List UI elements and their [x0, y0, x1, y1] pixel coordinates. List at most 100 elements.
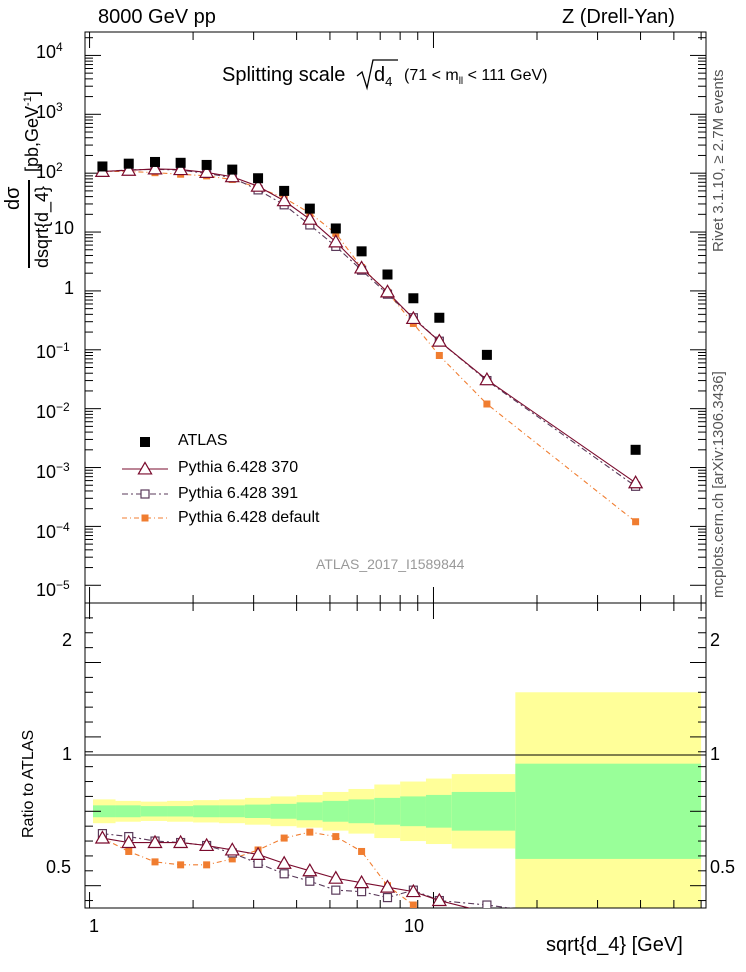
ratio-point — [405, 883, 421, 898]
data-point — [483, 400, 491, 408]
data-point — [431, 333, 447, 347]
ratio-band-inner — [270, 803, 297, 819]
ratio-band-inner — [93, 805, 116, 818]
y-tick-base: 10 — [36, 462, 57, 482]
y-tick-base: 1 — [64, 278, 75, 298]
data-point — [253, 173, 264, 184]
data-point — [276, 192, 292, 207]
ratio-band-inner — [400, 796, 426, 827]
legend-marker — [137, 461, 153, 475]
data-point — [250, 178, 266, 192]
ratio-tick-label-05-right: 0.5 — [710, 857, 736, 877]
title-range-sub: ll — [458, 76, 464, 88]
ratio-point — [306, 828, 314, 836]
ratio-point — [125, 847, 133, 855]
ratio-tick-label-1: 1 — [62, 744, 73, 764]
legend-markers — [122, 437, 168, 522]
ratio-point — [482, 900, 492, 908]
data-point — [175, 157, 186, 168]
data-point — [224, 168, 240, 183]
top-ylabel-fraction-bar — [28, 180, 30, 268]
ratio-point — [253, 858, 263, 868]
legend-marker — [140, 437, 150, 447]
y-tick-exp: −5 — [56, 578, 70, 592]
y-tick-label-1e4: 104 — [36, 40, 63, 63]
legend-marker — [140, 489, 150, 499]
ratio-band-inner — [219, 805, 245, 818]
data-point — [304, 203, 315, 214]
ratio-point — [121, 834, 137, 849]
ratio-band-inner — [296, 802, 323, 821]
y-tick-label-1e-5: 10−5 — [36, 578, 70, 601]
header-right: Z (Drell-Yan) — [562, 6, 675, 28]
title-sqrt-sub: 4 — [385, 74, 393, 89]
data-point — [279, 185, 290, 196]
plot-title: Splitting scale — [222, 64, 345, 87]
y-tick-label-1e2: 102 — [36, 160, 63, 183]
y-tick-label-1e-3: 10−3 — [36, 460, 70, 483]
y-tick-base: 10 — [36, 42, 57, 62]
y-tick-exp: −1 — [56, 340, 70, 354]
title-sqrt-d: d — [374, 64, 386, 86]
ratio-tick-label-2-right: 2 — [710, 630, 721, 650]
y-tick-label-1e-4: 10−4 — [36, 520, 70, 543]
ratio-band-inner — [425, 794, 452, 828]
y-tick-exp: 2 — [56, 160, 63, 174]
x-tick-label-1: 1 — [89, 916, 100, 936]
ratio-band-inner — [244, 804, 271, 818]
title-sqrt-sign — [356, 59, 398, 91]
ratio-point — [228, 855, 236, 863]
ratio-tick-label-2: 2 — [62, 630, 73, 650]
title-prefix: Splitting scale — [222, 64, 346, 86]
ratio-uncertainty-bands — [93, 692, 702, 908]
series-line — [102, 170, 636, 523]
ratio-point — [279, 869, 289, 879]
ratio-point — [305, 876, 315, 886]
ratio-tick-label-05: 0.5 — [46, 857, 72, 877]
data-point — [382, 269, 393, 280]
data-point — [172, 161, 189, 176]
ratio-point — [356, 887, 367, 897]
data-point — [435, 351, 443, 359]
y-tick-base: 10 — [54, 218, 75, 238]
legend-entry-atlas: ATLAS — [178, 432, 228, 449]
axis-ticks — [85, 32, 706, 908]
data-point — [353, 260, 370, 274]
ratio-band-inner — [193, 805, 220, 818]
rivet-label: Rivet 3.1.10, ≥ 2.7M events — [710, 69, 727, 253]
title-range-end: < 111 GeV) — [463, 67, 548, 84]
ratio-point — [94, 830, 111, 844]
ratio-point — [302, 862, 318, 877]
ratio-tick-label-1-right: 1 — [710, 744, 721, 764]
ratio-band-inner — [167, 806, 194, 817]
ratio-point — [328, 870, 344, 884]
y-tick-base: 10 — [36, 522, 57, 542]
ratio-band-inner — [140, 806, 168, 817]
ratio-band-inner — [348, 799, 375, 824]
data-point — [227, 164, 238, 175]
data-point — [199, 164, 215, 178]
data-point — [302, 211, 318, 225]
ratio-point — [280, 834, 288, 842]
x-axis-label: sqrt{d_4} [GeV] — [546, 934, 683, 956]
y-tick-label-1e-2: 10−2 — [36, 400, 70, 423]
data-point — [147, 161, 163, 175]
data-point — [330, 223, 341, 234]
ratio-point — [431, 892, 447, 907]
data-point — [481, 349, 492, 360]
ratio-point — [203, 861, 211, 869]
ratio-band-inner — [115, 805, 141, 818]
data-point — [121, 162, 137, 176]
ratio-point — [151, 858, 159, 866]
ratio-point — [331, 885, 341, 895]
ratio-point — [332, 833, 340, 841]
ratio-line — [102, 837, 472, 908]
title-range-start: (71 < m — [404, 67, 459, 84]
ratio-band-inner — [515, 763, 702, 859]
data-point — [379, 284, 396, 298]
data-point — [479, 371, 495, 386]
y-tick-label-10: 10 — [54, 218, 74, 239]
y-tick-base: 10 — [36, 102, 57, 122]
ratio-band-inner — [374, 797, 401, 825]
